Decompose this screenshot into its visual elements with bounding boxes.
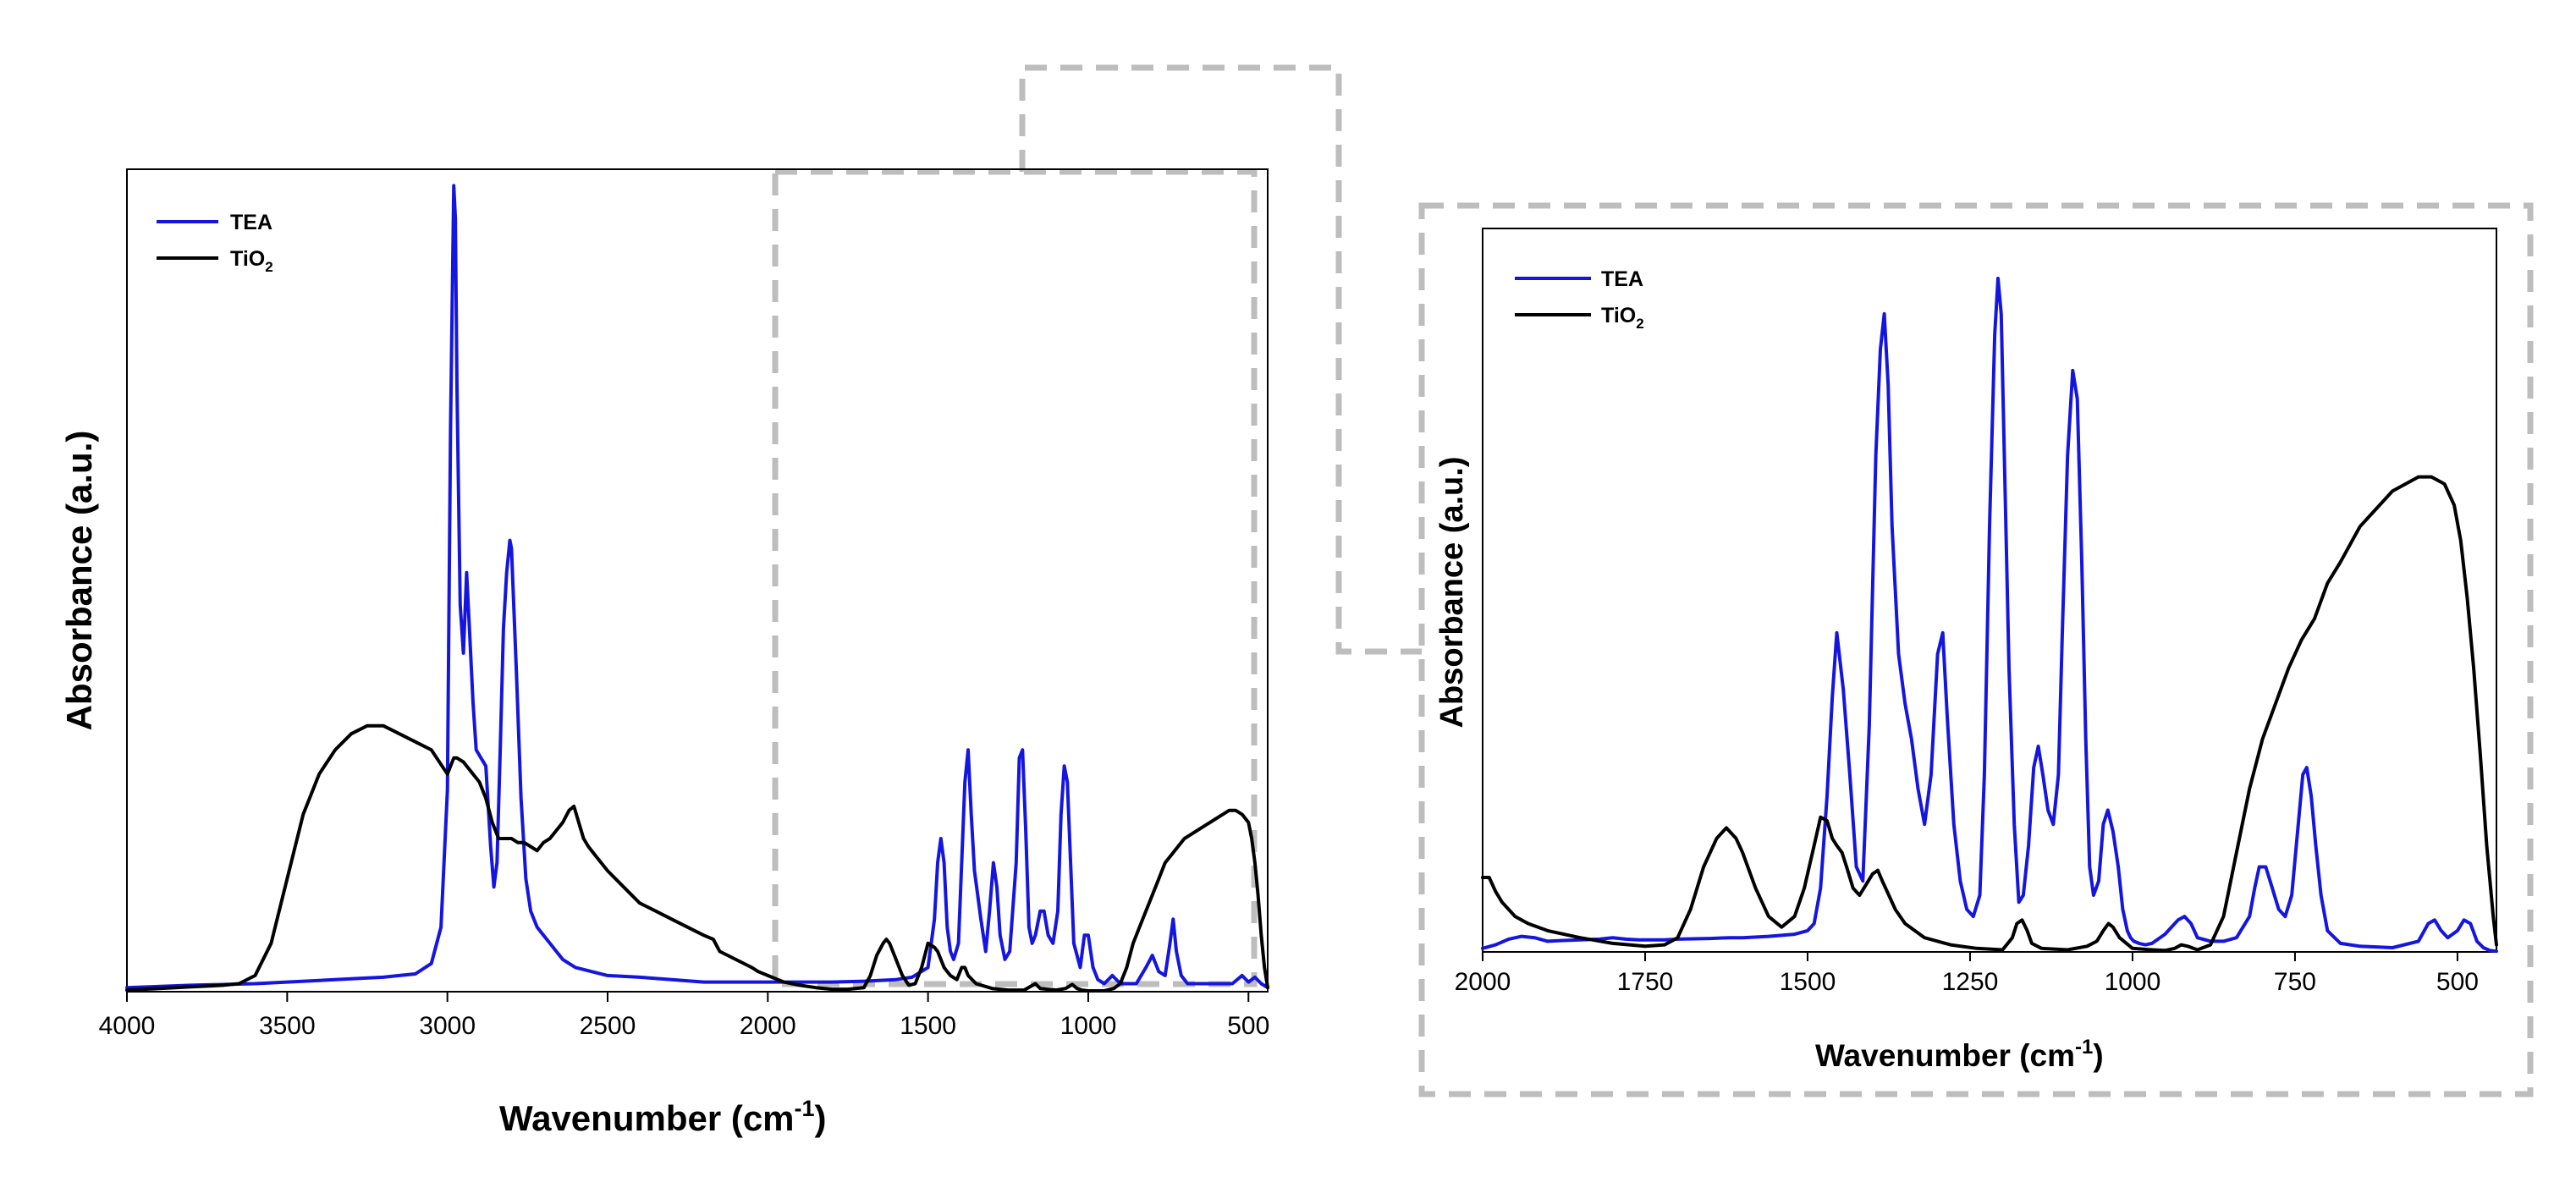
x-tick-label-3000: 3000	[419, 1012, 476, 1040]
x-tick-label-1250: 1250	[1942, 968, 1999, 996]
x-tick-label-500: 500	[2436, 968, 2479, 996]
x-axis-title-main: Wavenumber (cm	[499, 1098, 795, 1138]
x-tick-label-3500: 3500	[259, 1012, 316, 1040]
x-axis-title-close: )	[815, 1098, 827, 1138]
x-axis-title-full: Wavenumber (cm-1)	[499, 1096, 827, 1138]
chart-full-spectrum: 4000 3500 3000 2500 2000 1500 1000 500 TEA TiO2…	[59, 168, 1269, 1138]
y-axis-title-zoom: Absorbance (a.u.)	[1434, 457, 1470, 729]
legend-full: TEA TiO2	[157, 211, 273, 275]
x-tick-label-1500: 1500	[900, 1012, 956, 1040]
x-tick-label-1500: 1500	[1780, 968, 1836, 996]
legend-label-tio2-sub: 2	[265, 259, 272, 275]
x-tick-label-1000: 1000	[2105, 968, 2161, 996]
x-axis-title-zoom-close: )	[2093, 1038, 2103, 1073]
legend-label-tio2-main: TiO	[230, 247, 265, 271]
zoom-region-box	[772, 168, 1258, 987]
x-axis-full: 4000 3500 3000 2500 2000 1500 1000 500	[99, 992, 1269, 1040]
legend-label-tea-zoom: TEA	[1601, 267, 1643, 291]
series-line-tea-full	[125, 184, 1269, 990]
x-tick-label-500: 500	[1227, 1012, 1269, 1040]
zoom-connector	[772, 64, 2534, 1097]
series-line-tea-zoom	[1481, 277, 2498, 954]
zoom-inset-frame	[1418, 202, 2534, 1097]
x-axis-title-zoom: Wavenumber (cm-1)	[1815, 1036, 2104, 1073]
x-tick-label-2000: 2000	[1455, 968, 1511, 996]
y-axis-title-full: Absorbance (a.u.)	[59, 431, 99, 731]
zoom-connector-line	[1019, 64, 1422, 655]
x-axis-zoom: 2000 1750 1500 1250 1000 750 500	[1455, 952, 2479, 996]
x-axis-title-sup: -1	[795, 1096, 815, 1121]
x-tick-label-1750: 1750	[1617, 968, 1674, 996]
series-line-tio2-full	[125, 723, 1269, 993]
chart-zoom: 2000 1750 1500 1250 1000 750 500 TEA TiO2 Wave…	[1434, 228, 2498, 1073]
x-axis-title-zoom-main: Wavenumber (cm	[1815, 1038, 2075, 1073]
x-tick-label-2000: 2000	[740, 1012, 796, 1040]
x-tick-label-4000: 4000	[99, 1012, 156, 1040]
legend-label-tio2-zoom-sub: 2	[1636, 316, 1643, 332]
legend-label-tio2-zoom: TiO2	[1601, 304, 1644, 332]
plot-area-full	[126, 168, 1269, 993]
series-line-tio2-zoom	[1481, 475, 2498, 953]
legend-label-tea: TEA	[230, 211, 272, 234]
legend-label-tio2-zoom-main: TiO	[1601, 304, 1636, 327]
x-axis-title-zoom-sup: -1	[2075, 1036, 2093, 1059]
x-tick-label-2500: 2500	[580, 1012, 636, 1040]
legend-label-tio2: TiO2	[230, 247, 273, 275]
x-tick-label-750: 750	[2274, 968, 2316, 996]
x-tick-label-1000: 1000	[1060, 1012, 1117, 1040]
plot-area-zoom	[1482, 228, 2497, 953]
legend-zoom: TEA TiO2	[1515, 267, 1644, 332]
